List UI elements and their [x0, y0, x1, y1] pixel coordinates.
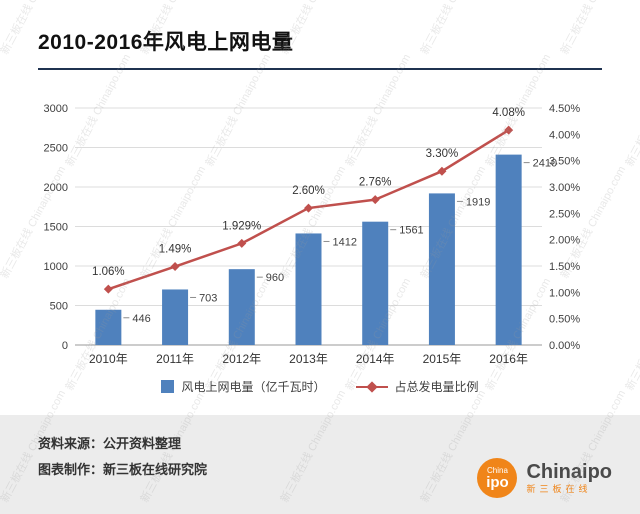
brand-logo-text: Chinaipo 新三板在线 — [526, 461, 612, 495]
right-axis-tick-label: 0.00% — [549, 340, 580, 352]
brand-logo: China ipo Chinaipo 新三板在线 — [477, 458, 612, 498]
left-axis-tick-label: 0 — [62, 340, 68, 352]
source-note: 资料来源：公开资料整理 — [38, 436, 182, 451]
line-point-label: 3.30% — [426, 148, 459, 160]
bar-value-label: 703 — [199, 292, 217, 304]
line-point-label: 1.929% — [222, 220, 261, 232]
left-axis-tick-label: 2500 — [44, 143, 68, 155]
line-marker-diamond-icon — [170, 262, 180, 272]
bar — [295, 233, 322, 345]
line-marker-diamond-icon — [304, 203, 313, 213]
brand-subtitle: 新三板在线 — [526, 484, 592, 495]
right-axis-tick-label: 1.00% — [549, 287, 580, 299]
x-axis-category-label: 2015年 — [423, 352, 462, 366]
legend-bar-label: 风电上网电量（亿千瓦时） — [181, 380, 326, 394]
left-axis-tick-label: 500 — [50, 301, 68, 313]
bar-value-label: 1561 — [399, 225, 423, 237]
x-axis-category-label: 2013年 — [289, 352, 328, 366]
x-axis-category-label: 2012年 — [222, 352, 261, 366]
right-axis-tick-label: 1.50% — [549, 261, 580, 273]
bar-value-label: 2410 — [533, 158, 557, 170]
legend-line-label: 占总发电量比例 — [394, 380, 479, 394]
bar-value-label: 1919 — [466, 196, 490, 208]
line-marker-diamond-icon — [370, 195, 380, 205]
line-point-label: 4.08% — [492, 107, 525, 119]
watermark: 新三板在线 Chinaipo.com — [556, 0, 629, 57]
chart-canvas: 0 500 1000 1500 2000 2500 3000 0.00% 0.50% 1.00% 1… — [44, 103, 581, 366]
line-marker-diamond-icon — [437, 166, 447, 176]
bar-value-label: 446 — [132, 313, 150, 325]
watermark: 新三板在线 Chinaipo.com — [416, 0, 489, 57]
line-point-label: 1.06% — [92, 266, 125, 278]
line-swatch-diamond-icon — [365, 380, 378, 393]
chart-legend: 风电上网电量（亿千瓦时） 占总发电量比例 — [0, 378, 640, 395]
bar-value-label: 1412 — [333, 236, 357, 248]
line-series-swatch — [355, 380, 388, 393]
logo-circle-text-top: China — [487, 465, 508, 475]
x-axis-category-label: 2014年 — [356, 352, 395, 366]
right-axis-tick-label: 4.00% — [549, 129, 580, 141]
x-axis-category-label: 2016年 — [489, 352, 528, 366]
footer-band: 资料来源：公开资料整理 图表制作：新三板在线研究院 China ipo Chin… — [0, 415, 640, 514]
title-underline — [38, 68, 602, 70]
brand-logo-icon: China ipo — [477, 458, 518, 498]
right-axis-tick-label: 0.50% — [549, 314, 580, 326]
left-axis-tick-label: 1500 — [44, 222, 68, 234]
line-point-label: 2.76% — [359, 177, 392, 189]
left-axis-tick-label: 2000 — [44, 182, 68, 194]
right-axis-tick-label: 2.00% — [549, 235, 580, 247]
legend-item-line: 占总发电量比例 — [355, 378, 479, 395]
line-marker-diamond-icon — [237, 238, 247, 248]
left-axis-tick-label: 3000 — [44, 103, 68, 115]
right-axis-tick-label: 4.50% — [549, 103, 580, 115]
legend-item-bar: 风电上网电量（亿千瓦时） — [161, 378, 326, 395]
bar-series-swatch — [161, 380, 175, 393]
right-axis-tick-label: 3.00% — [549, 182, 580, 194]
x-axis-category-label: 2011年 — [156, 352, 194, 366]
bar — [95, 309, 122, 345]
bar-value-label: 960 — [266, 272, 284, 284]
x-axis-category-label: 2010年 — [89, 352, 128, 366]
line-marker-diamond-icon — [504, 125, 514, 135]
bar — [228, 269, 255, 345]
bar — [495, 154, 522, 345]
bar — [428, 193, 455, 345]
logo-circle-text-bottom: ipo — [486, 473, 509, 491]
chart-area: 0 500 1000 1500 2000 2500 3000 0.00% 0.50% 1.00% 1… — [0, 85, 640, 380]
left-axis-tick-label: 1000 — [44, 261, 68, 273]
line-point-label: 1.49% — [159, 244, 192, 256]
brand-name: Chinaipo — [526, 461, 612, 484]
bar — [362, 221, 389, 345]
line-marker-diamond-icon — [103, 284, 113, 294]
chart-title: 2010-2016年风电上网电量 — [38, 31, 294, 54]
maker-note: 图表制作：新三板在线研究院 — [38, 462, 208, 477]
line-point-label: 2.60% — [292, 185, 325, 197]
right-axis-tick-label: 3.50% — [549, 156, 580, 168]
right-axis-tick-label: 2.50% — [549, 208, 580, 220]
bar — [162, 289, 189, 345]
